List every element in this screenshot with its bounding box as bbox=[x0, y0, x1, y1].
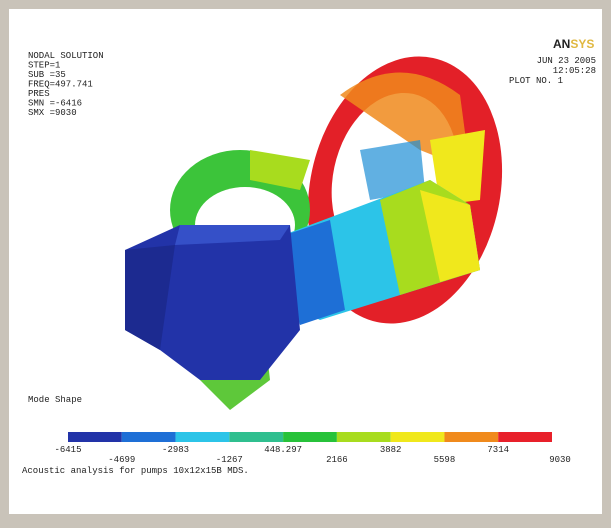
plot-label: Mode Shape bbox=[28, 395, 82, 405]
legend-level: -4699 bbox=[108, 455, 135, 465]
legend-swatch bbox=[498, 432, 552, 442]
header-line: NODAL SOLUTION bbox=[28, 51, 104, 61]
caption: Acoustic analysis for pumps 10x12x15B MD… bbox=[22, 466, 249, 476]
stamp-time: 12:05:28 bbox=[553, 66, 596, 76]
stamp-plot: PLOT NO. 1 bbox=[509, 76, 563, 86]
legend-level: 448.297 bbox=[264, 445, 302, 455]
header-line: PRES bbox=[28, 89, 50, 99]
header-line: SMN =-6416 bbox=[28, 99, 82, 109]
legend-swatch bbox=[336, 432, 391, 442]
header-line: SMX =9030 bbox=[28, 108, 77, 118]
legend-swatch bbox=[175, 432, 230, 442]
legend-level: -1267 bbox=[216, 455, 243, 465]
legend-swatch bbox=[390, 432, 445, 442]
legend-swatch bbox=[229, 432, 284, 442]
legend-level: 5598 bbox=[434, 455, 456, 465]
legend-level: 2166 bbox=[326, 455, 348, 465]
header-line: SUB =35 bbox=[28, 70, 66, 80]
legend-swatch bbox=[444, 432, 499, 442]
logo-right: SYS bbox=[570, 37, 594, 51]
legend-swatch bbox=[68, 432, 122, 442]
legend-level: 7314 bbox=[487, 445, 509, 455]
header-line: STEP=1 bbox=[28, 61, 60, 71]
legend-level: -2983 bbox=[162, 445, 189, 455]
logo: ANSYS bbox=[553, 37, 594, 51]
header-line: FREQ=497.741 bbox=[28, 80, 93, 90]
legend-level: 9030 bbox=[549, 455, 571, 465]
legend-swatch bbox=[283, 432, 337, 442]
legend-level: 3882 bbox=[380, 445, 402, 455]
stamp-date: JUN 23 2005 bbox=[537, 56, 596, 66]
logo-left: AN bbox=[553, 37, 570, 51]
model bbox=[125, 56, 503, 410]
legend-swatch bbox=[121, 432, 176, 442]
legend-level: -6415 bbox=[54, 445, 81, 455]
contour-legend: -6415 -4699 -2983 -1267 448.297 2166 3882 5598 7… bbox=[54, 432, 571, 465]
